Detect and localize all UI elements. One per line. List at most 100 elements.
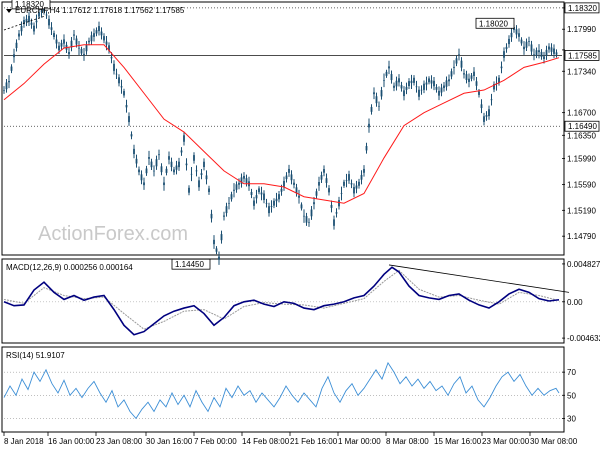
macd-series-line	[3, 266, 560, 336]
candle-body	[493, 84, 495, 90]
candle-body	[500, 66, 503, 69]
rsi-title: RSI(14) 51.9107	[6, 351, 65, 360]
candle-body	[483, 116, 485, 122]
candle-body	[478, 91, 480, 95]
candle-body	[80, 48, 83, 54]
time-tick-label: 8 Mar 08:00	[386, 437, 429, 446]
time-tick-label: 30 Jan 16:00	[146, 437, 193, 446]
candle-body	[208, 188, 210, 193]
candle-body	[285, 175, 288, 180]
candle-body	[548, 46, 550, 50]
price-tick-label: 1.16350	[567, 131, 596, 140]
candle-body	[133, 148, 135, 155]
symbol-label: EURCHF,H4	[15, 6, 60, 15]
high-label-1-box	[11, 0, 51, 10]
candle-body	[315, 191, 318, 196]
time-tick-label: 21 Feb 16:00	[290, 437, 338, 446]
candle-body	[243, 175, 245, 179]
candle-body	[323, 169, 325, 173]
candle-body	[450, 71, 453, 77]
candle-body	[350, 183, 353, 185]
candle-body	[540, 51, 543, 57]
candle-body	[130, 134, 133, 137]
candle-body	[135, 158, 138, 164]
macd-series: 0.004827 0.00 -0.004632	[3, 260, 600, 343]
candle-body	[30, 22, 33, 25]
candle-body	[238, 182, 240, 185]
moving-average-line	[3, 44, 560, 204]
candle-body	[150, 161, 153, 168]
candle-body	[375, 96, 378, 104]
candle-body	[533, 54, 535, 55]
candle-body	[63, 39, 65, 44]
price-tick-label: 1.15590	[567, 180, 596, 189]
time-tick-label: 8 Jan 2018	[4, 437, 44, 446]
candle-body	[180, 150, 183, 153]
candle-body	[175, 165, 178, 170]
price-series: 1.18320 1.18020 1.14450	[3, 0, 560, 270]
candle-body	[395, 80, 398, 87]
candle-body	[470, 75, 473, 79]
candle-body	[428, 78, 430, 83]
candle-body	[320, 175, 323, 180]
candle-body	[290, 174, 293, 181]
time-tick-label: 23 Mar 00:00	[482, 437, 530, 446]
candle-body	[223, 215, 225, 217]
candle-body	[295, 187, 298, 194]
price-tick-label: 1.14790	[567, 232, 596, 241]
candle-body	[433, 80, 435, 87]
candle-body	[318, 181, 320, 186]
price-axis: 1.18320 1.17585 1.16490 1.17990 1.17340 1.167…	[562, 2, 600, 241]
candle-body	[273, 200, 275, 206]
candle-body	[380, 90, 383, 97]
candle-body	[453, 66, 455, 68]
candle-body	[83, 53, 85, 56]
high-label-2-box	[475, 17, 515, 29]
candle-body	[553, 48, 555, 54]
candle-body	[218, 256, 220, 260]
candle-body	[538, 50, 540, 53]
low-label-box	[171, 258, 211, 270]
candle-body	[405, 86, 408, 90]
candle-body	[385, 71, 388, 76]
macd-tick-label: 0.00	[567, 298, 583, 307]
candle-body	[518, 33, 520, 37]
candle-body	[348, 174, 350, 181]
trendline-dashed	[3, 15, 46, 31]
candle-body	[60, 42, 63, 47]
macd-tick-label: -0.004632	[567, 334, 600, 343]
candle-body	[263, 193, 265, 200]
candle-body	[203, 161, 205, 168]
marker-label: 1.18320	[568, 4, 597, 13]
candle-body	[190, 173, 193, 175]
marker-label: 1.16490	[568, 122, 597, 131]
candle-body	[343, 181, 345, 186]
candle-body	[108, 45, 110, 51]
candle-body	[515, 29, 518, 35]
candle-body	[3, 90, 5, 91]
candle-body	[10, 66, 13, 71]
candle-body	[420, 89, 423, 91]
candle-body	[465, 74, 468, 81]
candle-body	[333, 219, 335, 226]
candle-body	[55, 39, 58, 44]
candle-body	[95, 30, 98, 34]
candle-body	[328, 188, 330, 193]
candle-body	[415, 86, 418, 88]
candle-body	[368, 123, 370, 128]
candle-body	[115, 73, 118, 75]
candle-body	[215, 248, 218, 252]
candle-body	[33, 25, 35, 32]
candle-body	[123, 91, 125, 96]
price-grid	[4, 7, 562, 127]
dropdown-triangle-icon[interactable]	[6, 9, 12, 13]
candle-body	[363, 168, 365, 173]
candle-body	[418, 89, 420, 97]
candle-body	[50, 27, 53, 30]
price-tick-label: 1.17340	[567, 67, 596, 76]
candle-body	[498, 77, 500, 83]
candle-body	[408, 81, 410, 87]
candle-body	[448, 79, 450, 82]
candle-body	[160, 166, 163, 173]
candle-body	[230, 194, 233, 200]
